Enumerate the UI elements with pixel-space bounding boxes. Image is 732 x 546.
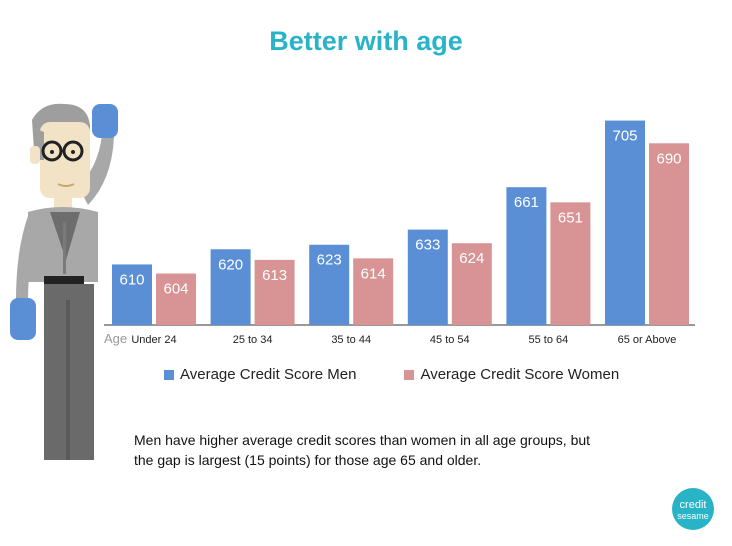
chart-footnote: Men have higher average credit scores th…	[134, 432, 591, 468]
svg-text:credit: credit	[680, 499, 707, 511]
data-label-women-1: 613	[262, 267, 287, 284]
data-label-men-5: 705	[612, 128, 637, 145]
head	[30, 103, 90, 212]
legend-swatch-men	[164, 369, 174, 380]
x-tick-label: 25 to 34	[233, 334, 273, 346]
x-tick-label: Under 24	[131, 334, 176, 346]
data-label-men-4: 661	[514, 194, 539, 211]
lowered-fist-glove-icon	[10, 298, 36, 340]
data-label-women-0: 604	[163, 281, 188, 298]
bar-women-1	[254, 259, 295, 325]
legs	[44, 284, 94, 460]
legend-item-men: Average Credit Score Men	[164, 366, 356, 383]
legend-swatch-women	[404, 369, 415, 380]
x-tick-label: 55 to 64	[529, 334, 569, 346]
bar-men-1	[210, 249, 251, 325]
data-label-women-5: 690	[656, 150, 681, 167]
data-label-men-0: 610	[119, 271, 144, 288]
x-tick-label: 45 to 54	[430, 334, 470, 346]
lowered-arm	[10, 216, 40, 340]
x-tick-label: 65 or Above	[618, 334, 677, 346]
legend-label-women: Average Credit Score Women	[420, 366, 620, 383]
data-label-women-3: 624	[459, 250, 484, 267]
torso	[28, 207, 98, 284]
data-label-men-3: 633	[415, 237, 440, 254]
bar-women-0	[156, 273, 196, 325]
bar-men-4	[506, 187, 547, 325]
bar-men-5	[605, 120, 645, 325]
credit-sesame-logo: credit sesame	[672, 488, 714, 530]
bars-group: 610 604 Under 24 620 613 25 to 34 623 614 35 to …	[112, 120, 689, 346]
raised-fist-glove-icon	[92, 104, 118, 138]
chart-title: Better with age	[269, 26, 463, 56]
logo-mark: credit sesame	[677, 499, 709, 521]
bar-men-3	[407, 229, 448, 325]
legend-label-men: Average Credit Score Men	[180, 366, 357, 383]
data-label-women-4: 651	[558, 209, 583, 226]
data-label-women-2: 614	[361, 265, 386, 282]
legend: Average Credit Score Men Average Credit …	[164, 366, 619, 383]
svg-text:sesame: sesame	[677, 511, 709, 521]
bar-women-4	[550, 202, 591, 325]
legend-item-women: Average Credit Score Women	[404, 366, 619, 383]
x-axis-title: Age	[104, 331, 127, 346]
data-label-men-1: 620	[218, 256, 243, 273]
data-label-men-2: 623	[317, 252, 342, 269]
bar-men-2	[309, 244, 350, 325]
bar-women-3	[451, 243, 492, 325]
bar-men-0	[112, 264, 152, 325]
x-tick-label: 35 to 44	[331, 334, 371, 346]
bar-women-2	[353, 258, 394, 325]
man-illustration	[10, 103, 118, 460]
bar-women-5	[649, 143, 689, 325]
